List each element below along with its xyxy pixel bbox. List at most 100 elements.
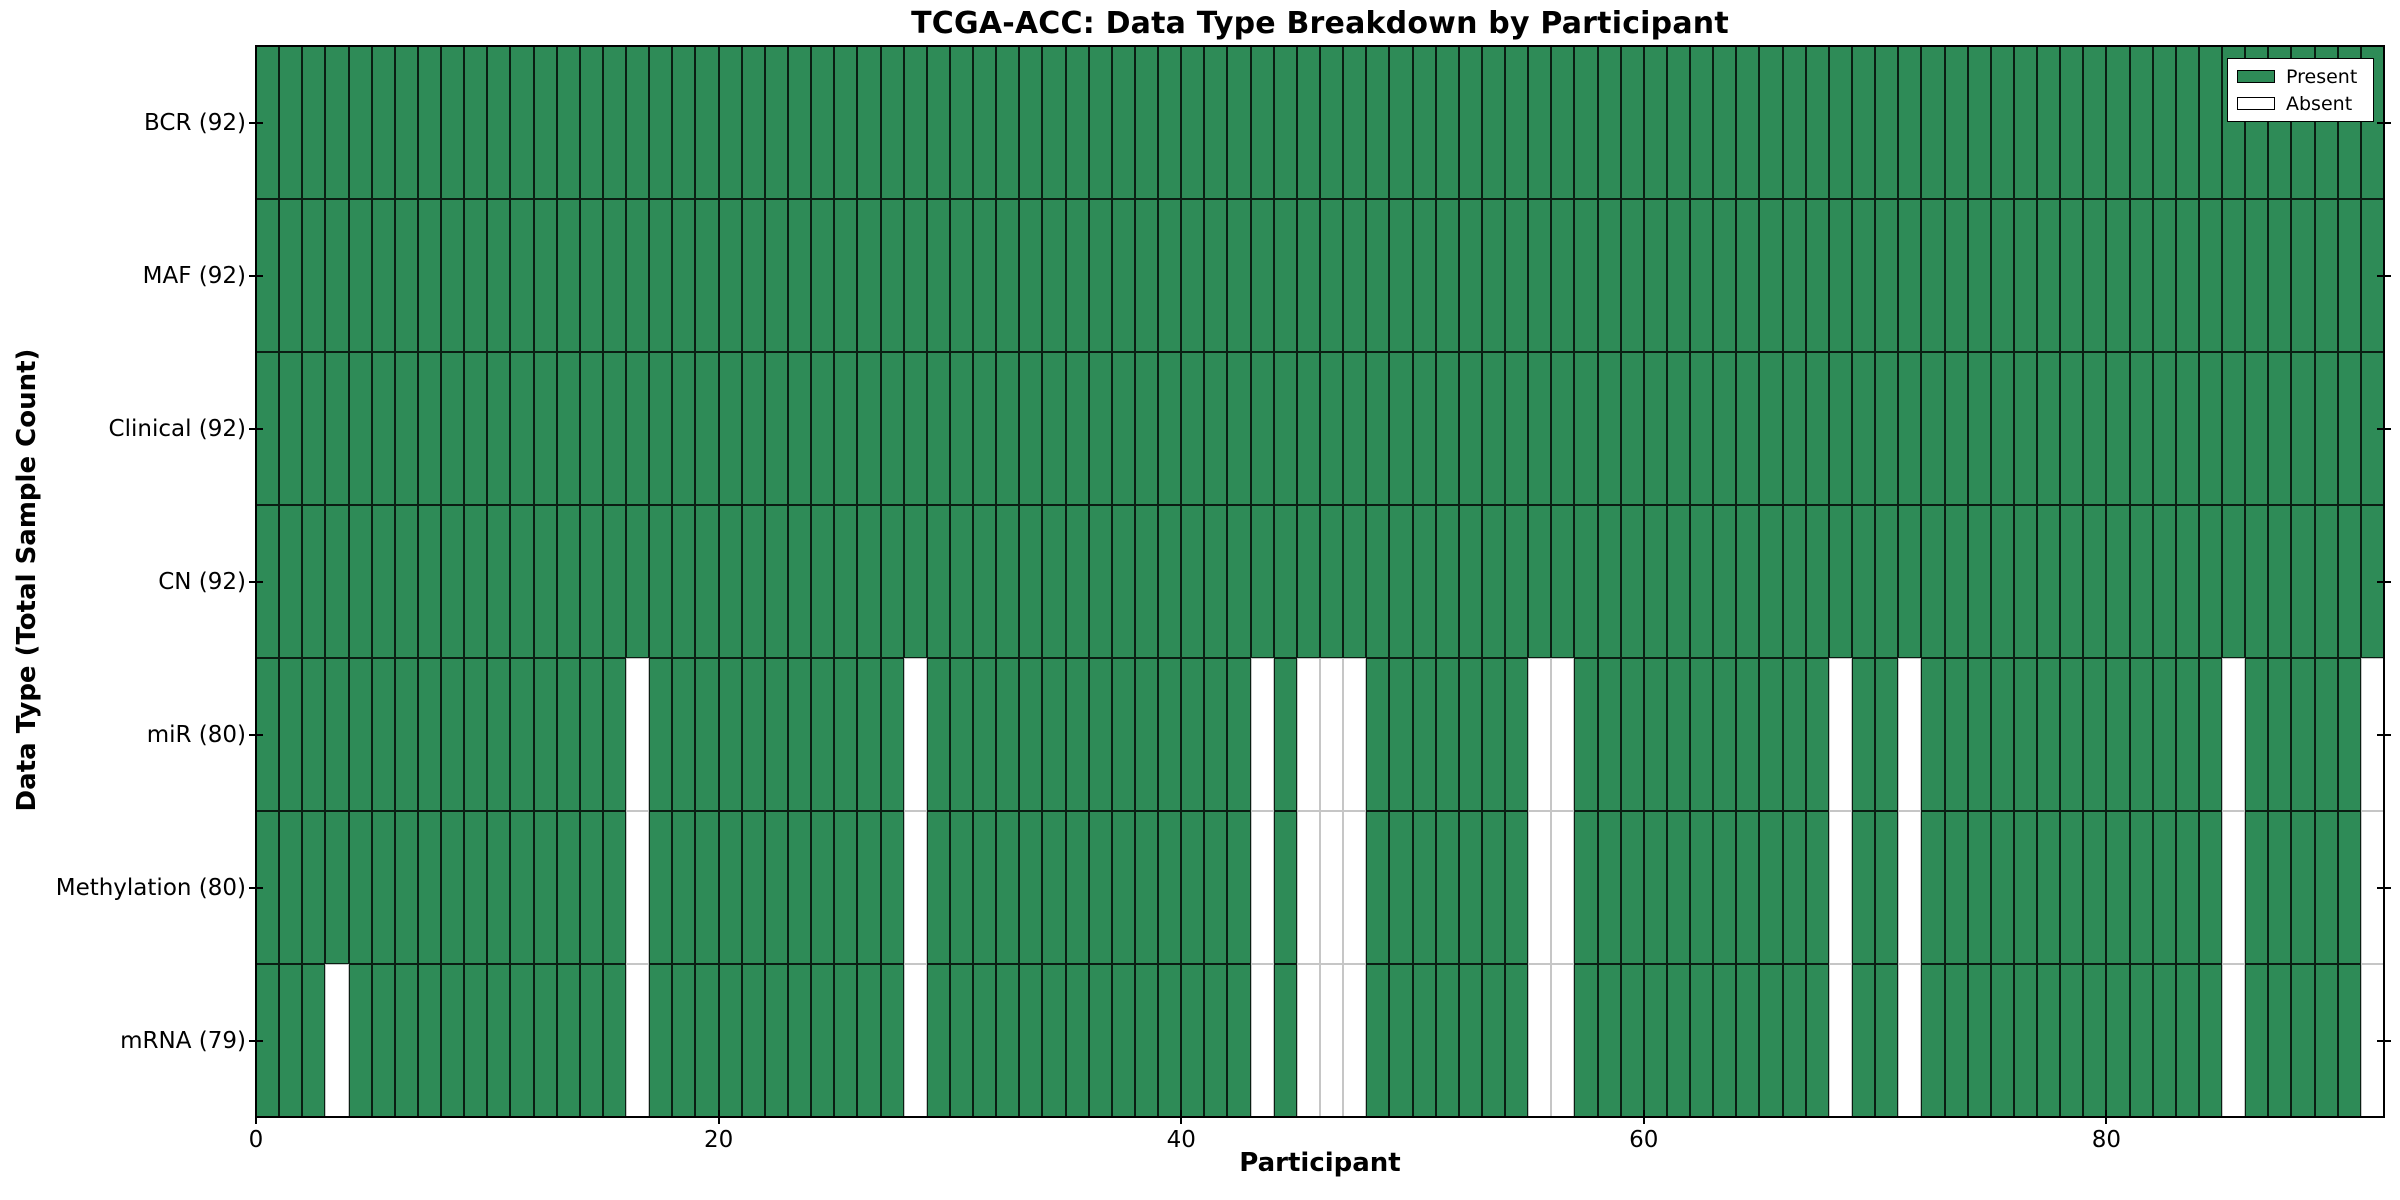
matrix-cell-MAF-p91 [2360,199,2384,352]
matrix-cell-MAF-p22 [764,199,788,352]
matrix-cell-Clinical-p68 [1828,352,1852,505]
matrix-cell-BCR-p74 [1967,46,1991,199]
matrix-cell-Clinical-p34 [1042,352,1066,505]
matrix-cell-Methylation-p58 [1597,811,1621,964]
matrix-cell-Methylation-p13 [556,811,580,964]
matrix-cell-Methylation-p40 [1181,811,1205,964]
matrix-cell-Clinical-p91 [2360,352,2384,505]
matrix-cell-Clinical-p3 [325,352,349,505]
matrix-cell-CN-p19 [695,505,719,658]
matrix-cell-miR-p48 [1366,658,1390,811]
matrix-cell-CN-p62 [1690,505,1714,658]
matrix-cell-Clinical-p44 [1273,352,1297,505]
matrix-cell-mRNA-p36 [1088,964,1112,1117]
matrix-cell-Methylation-p89 [2314,811,2338,964]
matrix-cell-miR-p23 [787,658,812,811]
matrix-cell-Clinical-p38 [1134,352,1159,505]
matrix-cell-Methylation-p55 [1528,811,1552,964]
matrix-cell-mRNA-p50 [1412,964,1436,1117]
matrix-cell-CN-p75 [1990,505,2014,658]
matrix-cell-mRNA-p16 [626,964,650,1117]
matrix-cell-MAF-p60 [1643,199,1667,352]
matrix-cell-miR-p74 [1967,658,1991,811]
matrix-cell-MAF-p7 [417,199,442,352]
matrix-cell-Methylation-p73 [1944,811,1968,964]
matrix-cell-mRNA-p49 [1389,964,1413,1117]
matrix-cell-miR-p55 [1528,658,1552,811]
matrix-cell-MAF-p41 [1204,199,1228,352]
matrix-cell-miR-p32 [996,658,1020,811]
matrix-cell-MAF-p9 [464,199,488,352]
matrix-cell-miR-p19 [695,658,719,811]
matrix-cell-MAF-p39 [1158,199,1182,352]
y-tick-mark-right [2377,886,2391,889]
matrix-cell-Clinical-p75 [1990,352,2014,505]
matrix-cell-mRNA-p90 [2337,964,2361,1117]
matrix-cell-MAF-p46 [1319,199,1344,352]
matrix-cell-BCR-p2 [302,46,326,199]
matrix-cell-mRNA-p57 [1574,964,1598,1117]
matrix-cell-mRNA-p7 [417,964,442,1117]
matrix-cell-Methylation-p22 [764,811,788,964]
matrix-cell-BCR-p30 [949,46,974,199]
matrix-cell-BCR-p44 [1273,46,1297,199]
absent-swatch-icon [2237,97,2275,110]
matrix-cell-MAF-p35 [1065,199,1089,352]
matrix-cell-Clinical-p69 [1851,352,1876,505]
matrix-cell-MAF-p75 [1990,199,2014,352]
matrix-cell-mRNA-p45 [1296,964,1320,1117]
matrix-cell-Clinical-p13 [556,352,580,505]
matrix-cell-Methylation-p33 [1019,811,1043,964]
matrix-cell-CN-p82 [2152,505,2176,658]
matrix-cell-BCR-p1 [279,46,303,199]
matrix-cell-miR-p6 [394,658,418,811]
matrix-cell-miR-p68 [1828,658,1852,811]
matrix-cell-MAF-p73 [1944,199,1968,352]
matrix-cell-miR-p46 [1319,658,1344,811]
matrix-cell-Clinical-p7 [417,352,442,505]
matrix-cell-Methylation-p41 [1204,811,1228,964]
matrix-cell-miR-p80 [2106,658,2130,811]
matrix-cell-CN-p84 [2198,505,2223,658]
matrix-cell-Clinical-p6 [394,352,418,505]
matrix-cell-CN-p32 [996,505,1020,658]
matrix-cell-MAF-p57 [1574,199,1598,352]
matrix-cell-CN-p36 [1088,505,1112,658]
matrix-cell-Methylation-p48 [1366,811,1390,964]
matrix-cell-BCR-p49 [1389,46,1413,199]
matrix-cell-MAF-p83 [2175,199,2199,352]
matrix-cell-CN-p72 [1921,505,1945,658]
matrix-cell-Methylation-p29 [926,811,950,964]
matrix-cell-BCR-p15 [602,46,627,199]
matrix-cell-CN-p91 [2360,505,2384,658]
matrix-cell-miR-p50 [1412,658,1436,811]
matrix-cell-CN-p80 [2106,505,2130,658]
matrix-cell-CN-p60 [1643,505,1667,658]
matrix-cell-mRNA-p66 [1782,964,1806,1117]
matrix-cell-Clinical-p4 [348,352,372,505]
matrix-cell-Clinical-p47 [1343,352,1367,505]
matrix-cell-mRNA-p62 [1690,964,1714,1117]
matrix-cell-Clinical-p11 [510,352,534,505]
matrix-cell-Methylation-p78 [2060,811,2084,964]
matrix-cell-MAF-p2 [302,199,326,352]
matrix-cell-MAF-p69 [1851,199,1876,352]
matrix-cell-miR-p73 [1944,658,1968,811]
matrix-cell-miR-p53 [1481,658,1506,811]
matrix-cell-Clinical-p64 [1736,352,1760,505]
matrix-cell-BCR-p20 [718,46,742,199]
matrix-cell-miR-p60 [1643,658,1667,811]
matrix-cell-BCR-p64 [1736,46,1760,199]
matrix-cell-MAF-p14 [579,199,603,352]
matrix-cell-mRNA-p37 [1111,964,1135,1117]
matrix-cell-BCR-p67 [1805,46,1829,199]
y-tick-mark-right [2377,733,2391,736]
matrix-cell-MAF-p5 [371,199,395,352]
matrix-cell-BCR-p61 [1666,46,1691,199]
matrix-cell-mRNA-p80 [2106,964,2130,1117]
matrix-cell-MAF-p18 [672,199,696,352]
matrix-cell-Methylation-p47 [1343,811,1367,964]
matrix-cell-CN-p15 [602,505,627,658]
matrix-cell-BCR-p25 [834,46,858,199]
matrix-cell-miR-p76 [2013,658,2038,811]
